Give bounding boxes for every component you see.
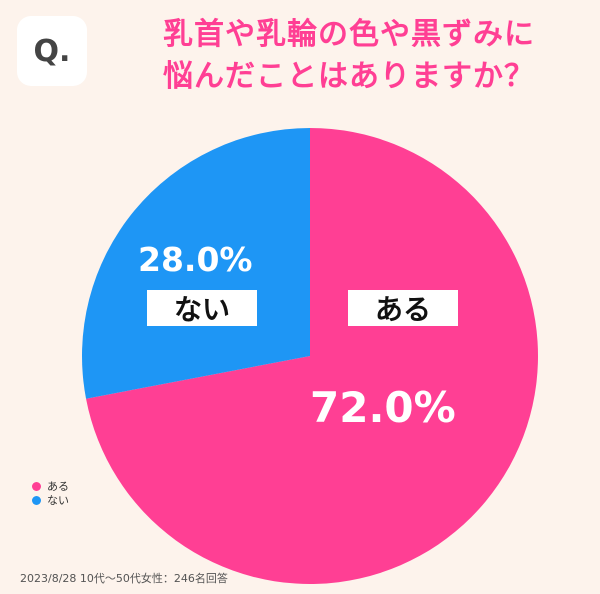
legend-item-nai: ない [32, 493, 69, 507]
slice-label-nai: ない [147, 290, 257, 326]
question-line-2: 悩んだことはありますか？ [163, 59, 535, 94]
question-title: 乳首や乳輪の色や黒ずみに 悩んだことはありますか？ [104, 14, 594, 98]
chart-legend: ある ない [32, 479, 69, 507]
legend-swatch-nai [32, 495, 41, 505]
question-line-1: 乳首や乳輪の色や黒ずみに [163, 17, 535, 52]
legend-label-nai: ない [47, 494, 69, 507]
legend-item-aru: ある [32, 479, 69, 493]
survey-source-note: 2023/8/28 10代〜50代女性：246名回答 [20, 572, 228, 585]
slice-label-aru: ある [348, 290, 458, 326]
question-badge: Q. [17, 16, 87, 86]
pie-slice-aru [86, 128, 538, 584]
slice-label-nai-percent: 28.0% [138, 240, 253, 279]
legend-label-aru: ある [47, 480, 69, 493]
slice-label-aru-percent: 72.0% [310, 383, 456, 432]
pie-slice-nai [81, 128, 310, 399]
legend-swatch-aru [32, 481, 41, 491]
